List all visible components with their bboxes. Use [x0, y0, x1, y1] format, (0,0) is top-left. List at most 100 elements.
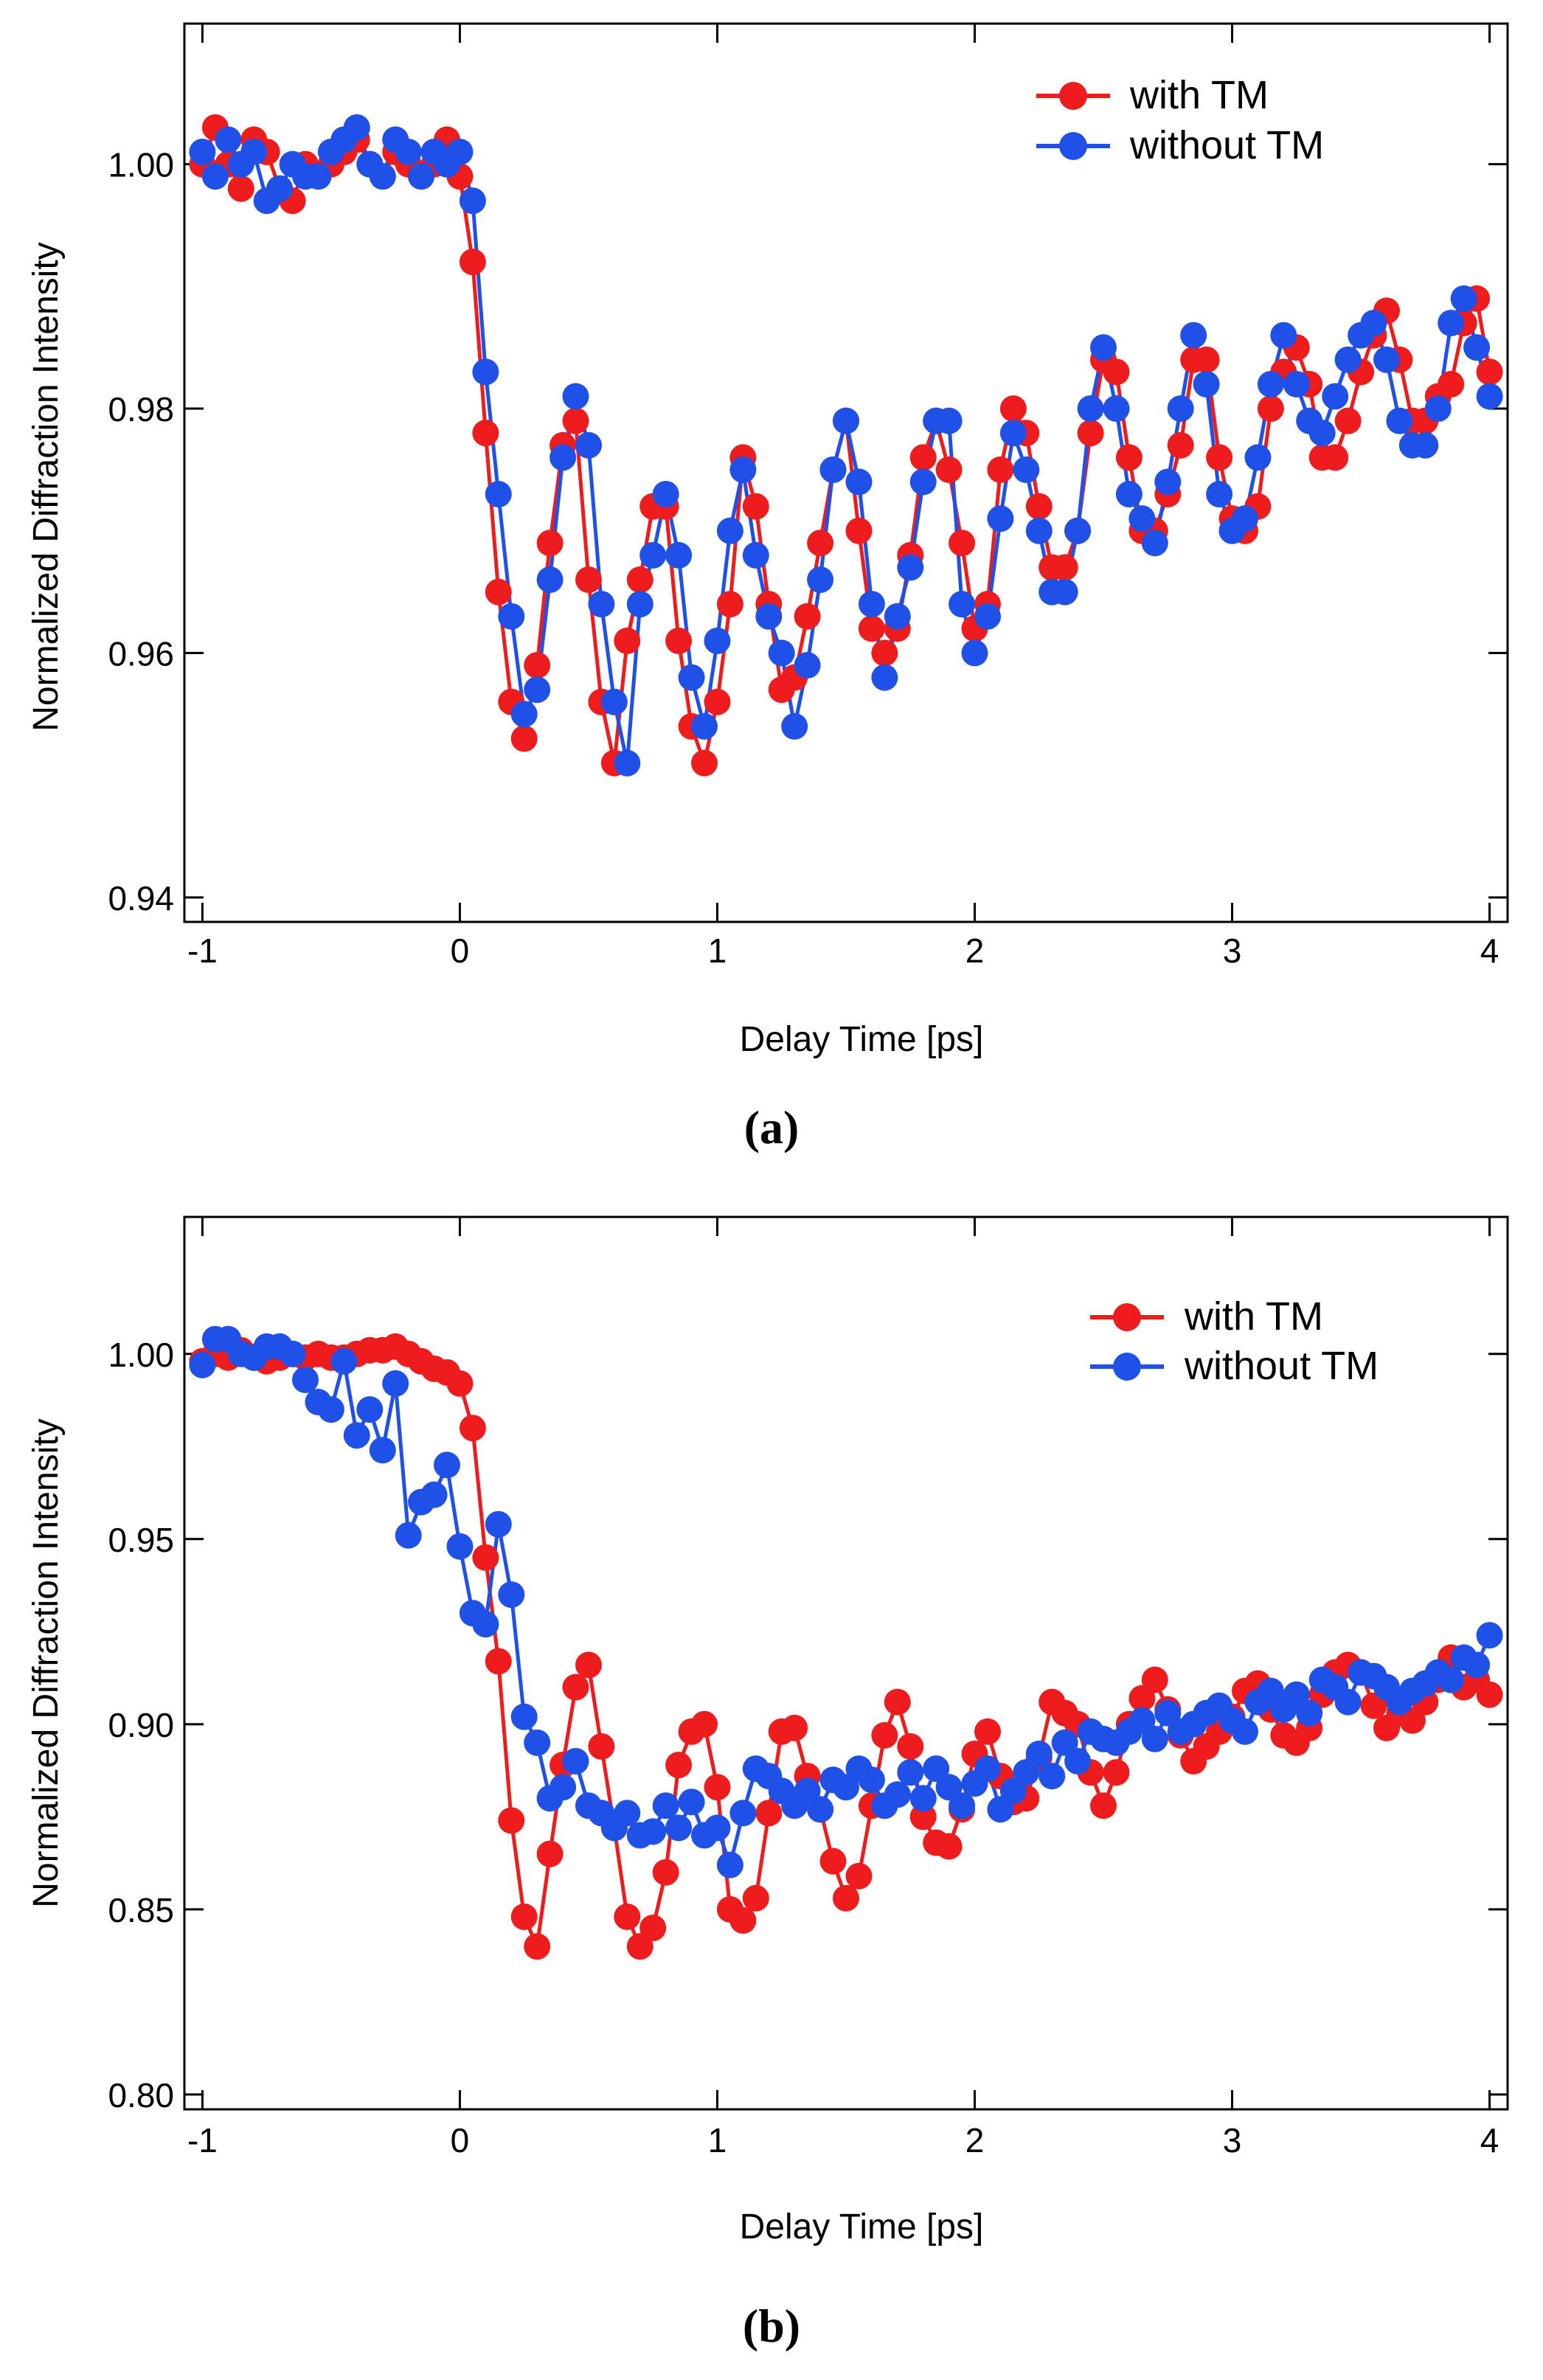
- chart-panel-b: 0.80 0.85 0.90 0.95 1.00 -1 0 1 2 3 4 Delay Time …: [27, 1215, 1509, 2352]
- data-point-without-tm: [897, 1759, 924, 1786]
- data-point-without-tm: [1141, 530, 1168, 557]
- data-point-without-tm: [819, 456, 847, 483]
- y-tick-label: 1.00: [108, 146, 174, 184]
- data-point-without-tm: [807, 566, 834, 593]
- data-point-without-tm: [833, 407, 859, 434]
- data-point-with-tm: [1090, 1792, 1117, 1819]
- data-point-with-tm: [1206, 444, 1233, 471]
- data-point-without-tm: [1193, 370, 1220, 398]
- data-point-without-tm: [498, 1581, 525, 1609]
- y-tick-label: 0.96: [108, 634, 174, 673]
- data-point-without-tm: [1334, 346, 1362, 373]
- data-point-without-tm: [987, 1796, 1014, 1823]
- data-point-with-tm: [704, 688, 731, 715]
- data-point-without-tm: [446, 1533, 474, 1560]
- data-point-with-tm: [485, 1648, 512, 1675]
- data-point-without-tm: [845, 468, 873, 496]
- data-point-without-tm: [1270, 322, 1297, 349]
- data-point-without-tm: [1412, 431, 1439, 459]
- y-ticks-b: 0.80 0.85 0.90 0.95 1.00: [108, 1336, 1508, 2114]
- data-point-with-tm: [652, 1859, 679, 1886]
- data-point-without-tm: [974, 603, 1001, 630]
- data-point-without-tm: [704, 1814, 731, 1842]
- data-point-without-tm: [485, 481, 512, 507]
- data-point-without-tm: [1334, 1688, 1362, 1715]
- data-point-with-tm: [614, 1903, 641, 1930]
- data-point-without-tm: [498, 603, 525, 630]
- data-point-with-tm: [510, 1903, 538, 1930]
- data-point-without-tm: [909, 1785, 937, 1812]
- data-point-without-tm: [279, 1340, 306, 1367]
- data-point-without-tm: [420, 1481, 448, 1508]
- data-point-without-tm: [884, 1781, 911, 1808]
- data-point-with-tm: [742, 1884, 769, 1912]
- legend-label-without-tm-b: without TM: [1184, 1344, 1379, 1388]
- data-point-without-tm: [472, 358, 499, 386]
- data-point-with-tm: [575, 1651, 602, 1679]
- data-point-without-tm: [1308, 420, 1336, 447]
- data-point-with-tm: [691, 749, 718, 777]
- data-point-without-tm: [1077, 395, 1104, 422]
- data-point-with-tm: [999, 395, 1027, 422]
- data-point-without-tm: [729, 1800, 757, 1827]
- x-tick-label: 4: [1480, 931, 1499, 970]
- data-point-without-tm: [652, 481, 679, 507]
- data-point-with-tm: [935, 456, 963, 483]
- data-point-without-tm: [305, 163, 332, 190]
- data-point-with-tm: [472, 1544, 499, 1571]
- data-point-without-tm: [858, 591, 885, 618]
- data-point-without-tm: [949, 591, 976, 618]
- x-axis-label-b: Delay Time [ps]: [740, 2207, 984, 2247]
- data-point-without-tm: [189, 139, 216, 165]
- data-point-without-tm: [1167, 395, 1194, 422]
- x-tick-label: 1: [708, 2121, 727, 2159]
- data-point-with-tm: [665, 627, 693, 654]
- data-point-without-tm: [1232, 1718, 1258, 1745]
- legend-marker-with-tm-b: [1113, 1303, 1141, 1331]
- data-point-without-tm: [382, 1370, 409, 1397]
- data-point-without-tm: [472, 1611, 499, 1638]
- data-point-with-tm: [691, 1710, 718, 1738]
- y-tick-label: 1.00: [108, 1336, 174, 1374]
- data-point-without-tm: [909, 468, 937, 496]
- data-point-without-tm: [1257, 1677, 1284, 1704]
- data-point-without-tm: [189, 1351, 216, 1378]
- data-point-with-tm: [665, 1752, 693, 1779]
- data-point-with-tm: [1167, 431, 1194, 459]
- data-point-with-tm: [614, 627, 641, 654]
- data-point-without-tm: [343, 1422, 370, 1449]
- data-point-without-tm: [1103, 395, 1130, 422]
- data-point-with-tm: [536, 1840, 564, 1867]
- data-point-with-tm: [588, 1733, 615, 1760]
- data-point-without-tm: [961, 639, 988, 667]
- data-point-without-tm: [923, 1755, 950, 1783]
- data-point-with-tm: [794, 603, 821, 630]
- data-point-without-tm: [600, 688, 628, 715]
- data-point-with-tm: [858, 615, 885, 642]
- chart-panel-a: 0.94 0.96 0.98 1.00 -1 0 1 2 3 4 Delay Time [ps]…: [27, 22, 1509, 1153]
- data-point-without-tm: [1476, 383, 1503, 410]
- data-point-without-tm: [833, 1774, 859, 1801]
- data-point-without-tm: [716, 517, 743, 544]
- data-point-without-tm: [524, 1729, 551, 1756]
- data-point-without-tm: [549, 444, 577, 471]
- data-point-without-tm: [459, 187, 486, 215]
- data-point-with-tm: [1334, 407, 1362, 434]
- data-point-without-tm: [999, 1777, 1027, 1805]
- data-point-without-tm: [935, 407, 963, 434]
- data-point-without-tm: [742, 541, 769, 569]
- panel-label-a: (a): [744, 1101, 800, 1153]
- data-point-without-tm: [807, 1796, 834, 1823]
- data-point-with-tm: [871, 1721, 898, 1749]
- data-point-with-tm: [987, 456, 1014, 483]
- data-point-without-tm: [1051, 578, 1078, 606]
- data-point-without-tm: [1450, 285, 1477, 312]
- data-point-with-tm: [1322, 444, 1349, 471]
- data-point-without-tm: [1064, 1748, 1092, 1774]
- data-point-without-tm: [1115, 481, 1142, 507]
- data-point-without-tm: [1051, 1729, 1078, 1756]
- data-point-with-tm: [1193, 346, 1220, 373]
- data-point-with-tm: [755, 1800, 783, 1827]
